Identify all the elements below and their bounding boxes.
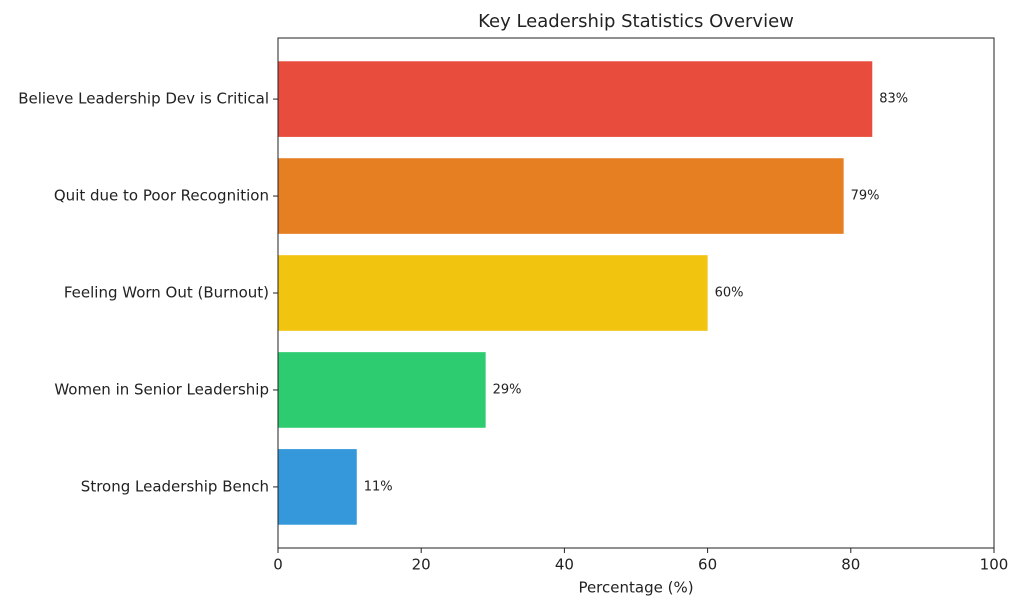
y-tick-label: Quit due to Poor Recognition [54, 187, 269, 205]
x-tick-label: 40 [555, 556, 574, 574]
x-tick-label: 60 [698, 556, 717, 574]
value-label: 83% [879, 92, 908, 107]
value-label: 11% [364, 479, 393, 494]
x-tick-label: 100 [980, 556, 1009, 574]
bar [278, 449, 357, 525]
value-label: 29% [493, 382, 522, 397]
y-tick-label: Feeling Worn Out (Burnout) [64, 284, 269, 302]
y-tick-label: Women in Senior Leadership [54, 380, 269, 398]
x-tick-label: 20 [412, 556, 431, 574]
x-tick-label: 0 [273, 556, 283, 574]
y-tick-label: Believe Leadership Dev is Critical [18, 90, 269, 108]
y-tick-label: Strong Leadership Bench [81, 477, 269, 495]
x-axis-label: Percentage (%) [578, 579, 693, 597]
chart-title: Key Leadership Statistics Overview [478, 11, 794, 32]
bar [278, 61, 873, 137]
bar [278, 255, 708, 331]
value-label: 79% [851, 189, 880, 204]
bar [278, 352, 486, 428]
plot-frame [277, 37, 995, 549]
value-label: 60% [715, 286, 744, 301]
x-tick-label: 80 [841, 556, 860, 574]
bar [278, 158, 844, 234]
